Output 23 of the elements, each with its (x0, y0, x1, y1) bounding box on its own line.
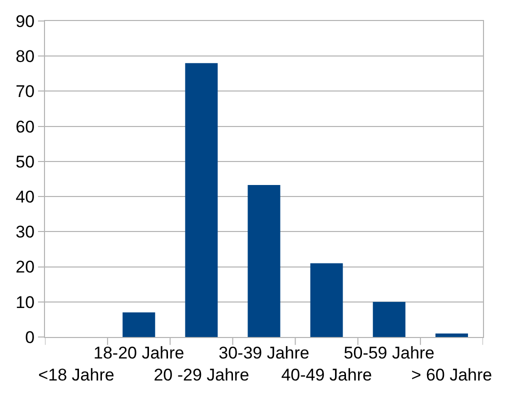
y-tick-label: 90 (16, 12, 35, 31)
x-tick-label: 18-20 Jahre (93, 343, 184, 362)
x-tick-label: 50-59 Jahre (344, 343, 435, 362)
bar (185, 63, 218, 337)
y-tick-label: 40 (16, 188, 35, 207)
y-tick-label: 10 (16, 292, 35, 312)
bar (372, 302, 406, 337)
y-tick-label: 80 (16, 47, 35, 66)
x-tick-label: 20 -29 Jahre (154, 366, 250, 384)
y-tick-label: 20 (16, 258, 35, 277)
y-tick-label: 30 (16, 222, 35, 242)
y-tick-label: 50 (16, 152, 35, 172)
x-tick-label: <18 Jahre (38, 366, 114, 384)
bar (435, 333, 468, 337)
x-tick-label: 30-39 Jahre (218, 343, 310, 362)
bar (122, 312, 156, 337)
x-tick-label: 40-49 Jahre (281, 366, 372, 384)
x-tick-label: > 60 Jahre (411, 366, 492, 384)
y-tick-label: 0 (25, 328, 35, 347)
y-tick-label: 60 (16, 117, 35, 136)
bar (310, 263, 343, 337)
bar (248, 184, 280, 337)
y-tick-label: 70 (16, 82, 35, 102)
